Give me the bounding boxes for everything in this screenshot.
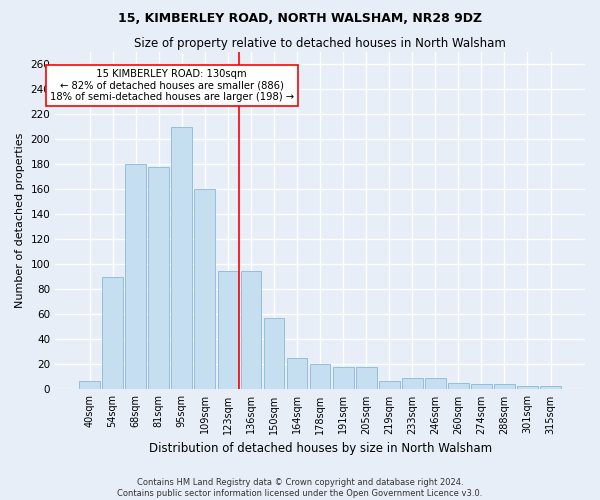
- Text: Contains HM Land Registry data © Crown copyright and database right 2024.
Contai: Contains HM Land Registry data © Crown c…: [118, 478, 482, 498]
- Bar: [218, 270, 238, 390]
- Title: Size of property relative to detached houses in North Walsham: Size of property relative to detached ho…: [134, 38, 506, 51]
- Bar: [310, 364, 331, 390]
- Bar: [540, 386, 561, 390]
- Bar: [448, 383, 469, 390]
- Bar: [287, 358, 307, 390]
- Text: 15, KIMBERLEY ROAD, NORTH WALSHAM, NR28 9DZ: 15, KIMBERLEY ROAD, NORTH WALSHAM, NR28 …: [118, 12, 482, 26]
- Bar: [148, 167, 169, 390]
- Bar: [425, 378, 446, 390]
- X-axis label: Distribution of detached houses by size in North Walsham: Distribution of detached houses by size …: [149, 442, 491, 455]
- Bar: [333, 367, 353, 390]
- Bar: [102, 277, 123, 390]
- Bar: [263, 318, 284, 390]
- Bar: [79, 380, 100, 390]
- Bar: [194, 190, 215, 390]
- Text: 15 KIMBERLEY ROAD: 130sqm  
← 82% of detached houses are smaller (886)
18% of se: 15 KIMBERLEY ROAD: 130sqm ← 82% of detac…: [50, 68, 294, 102]
- Bar: [517, 386, 538, 390]
- Bar: [125, 164, 146, 390]
- Y-axis label: Number of detached properties: Number of detached properties: [15, 133, 25, 308]
- Bar: [172, 126, 192, 390]
- Bar: [379, 380, 400, 390]
- Bar: [402, 378, 422, 390]
- Bar: [356, 367, 377, 390]
- Bar: [471, 384, 492, 390]
- Bar: [241, 270, 262, 390]
- Bar: [494, 384, 515, 390]
